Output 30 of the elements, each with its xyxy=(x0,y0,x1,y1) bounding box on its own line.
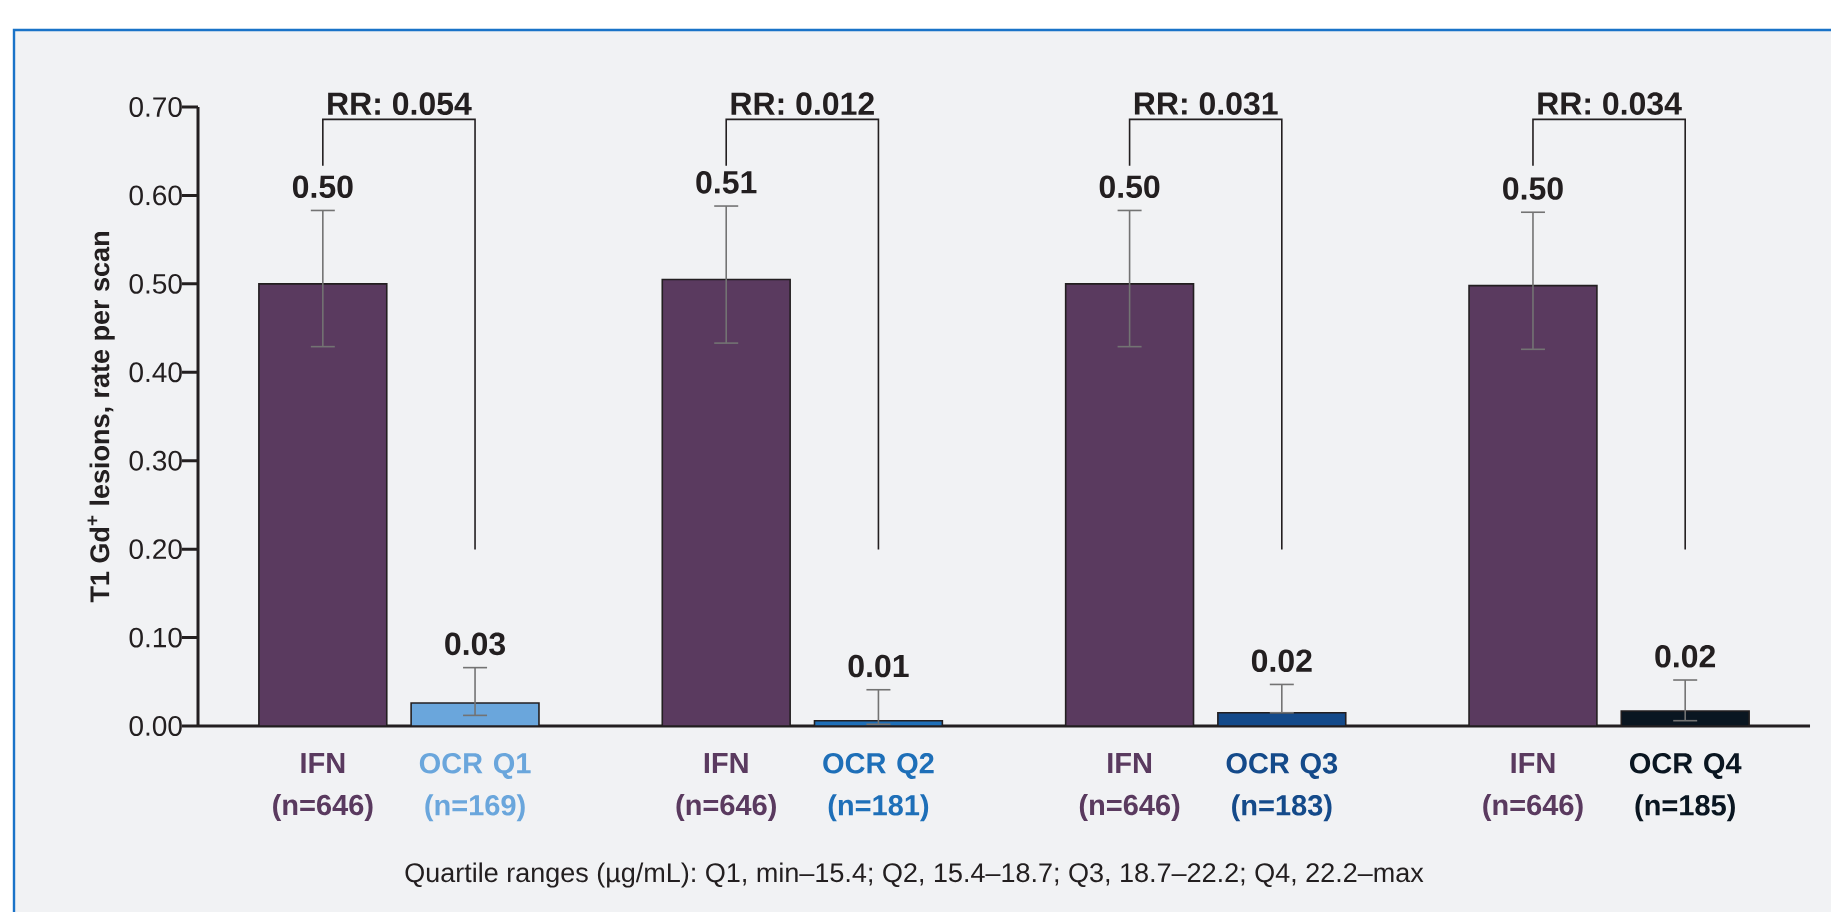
y-tick-label: 0.60 xyxy=(129,185,182,206)
y-tick-label: 0.40 xyxy=(129,362,182,383)
x-tick-label: OCR Q4 (n=185) xyxy=(1629,753,1742,822)
data-label: 0.01 xyxy=(848,654,909,678)
data-label: 0.50 xyxy=(292,175,353,199)
y-tick-label: 0.20 xyxy=(129,539,182,560)
data-label: 0.50 xyxy=(1099,175,1160,199)
x-tick-label: IFN (n=646) xyxy=(273,753,373,822)
annotation: RR: 0.012 xyxy=(731,92,874,115)
data-label: 0.50 xyxy=(1503,177,1563,200)
y-tick-label: 0.00 xyxy=(129,716,182,736)
annotation: RR: 0.054 xyxy=(328,92,472,115)
data-label: 0.02 xyxy=(1655,644,1716,668)
text: Quartile ranges (µg/mL): Q1, min–15.4; Q2, 15.4–18.7; Q3, 18.7–22.2; Q4, 22.2–max xyxy=(405,862,1424,888)
data-label: 0.02 xyxy=(1251,649,1312,673)
x-tick-label: IFN (n=646) xyxy=(1079,753,1180,822)
y-tick-label: 0.10 xyxy=(129,627,182,648)
y-tick-label: 0.50 xyxy=(129,273,182,294)
y-tick-label: 0.30 xyxy=(129,450,182,471)
annotation: RR: 0.031 xyxy=(1134,92,1278,115)
x-tick-label: IFN (n=646) xyxy=(1483,753,1583,822)
data-label: 0.51 xyxy=(696,171,757,194)
x-tick-label: IFN (n=646) xyxy=(676,753,776,822)
y-axis-title: T1 Gd$^{+}$ lesions, rate per scan xyxy=(87,232,115,603)
x-tick-label: OCR Q2 (n=181) xyxy=(823,753,934,822)
x-tick-label: OCR Q1 (n=169) xyxy=(419,753,531,822)
annotation: RR: 0.034 xyxy=(1538,92,1682,115)
x-tick-label: OCR Q3 (n=183) xyxy=(1226,753,1338,822)
data-label: 0.03 xyxy=(445,632,506,656)
y-tick-label: 0.70 xyxy=(129,97,182,117)
